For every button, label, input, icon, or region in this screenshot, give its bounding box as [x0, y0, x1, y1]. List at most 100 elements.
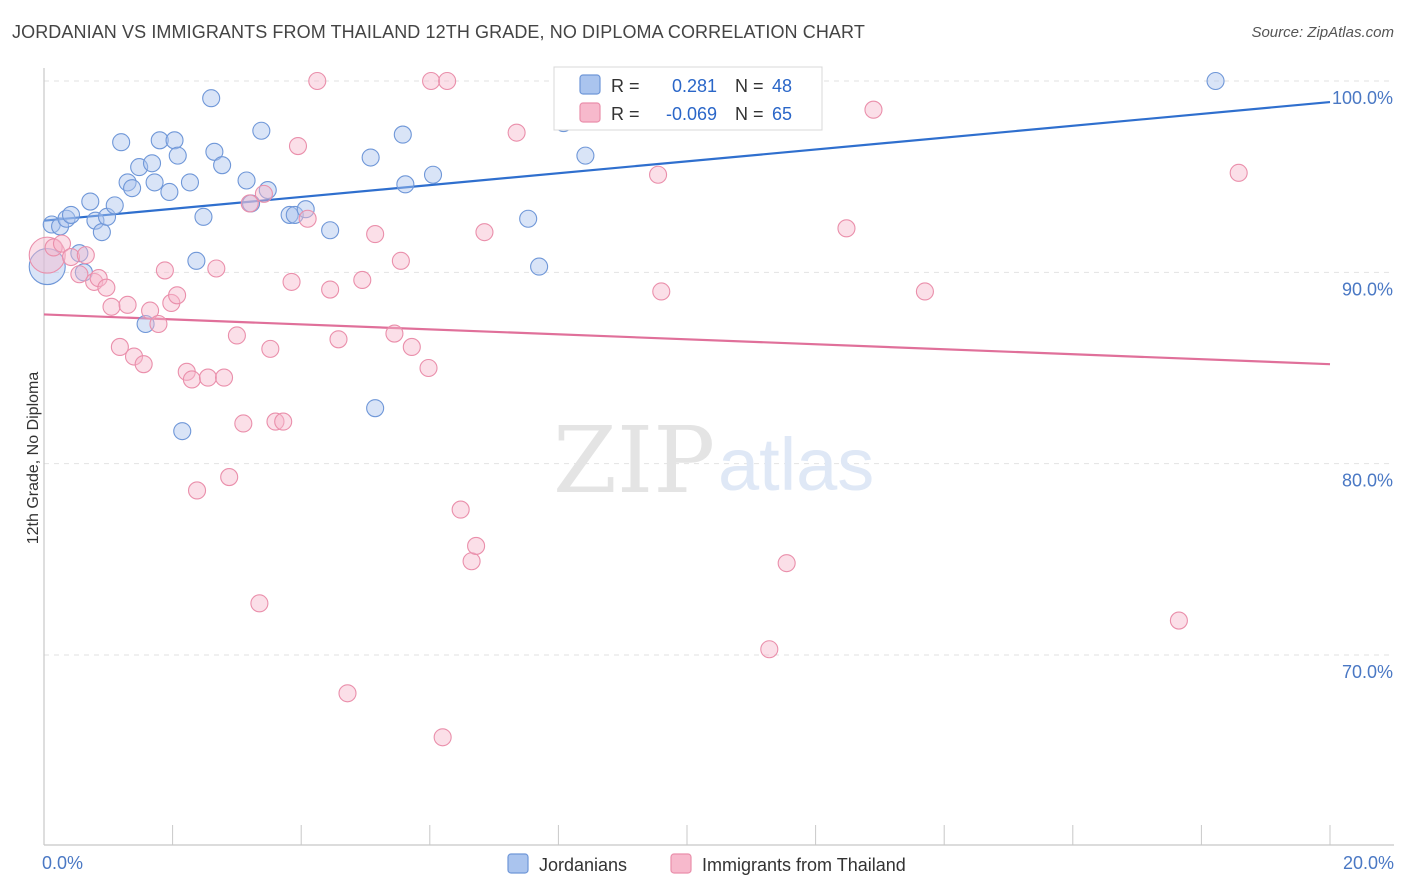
- watermark-atlas: atlas: [718, 423, 874, 506]
- jordanian-point: [202, 89, 221, 108]
- jordanian-point: [173, 422, 192, 441]
- thailand-point: [240, 194, 259, 213]
- jordanian-point: [396, 175, 415, 194]
- thailand-point: [220, 468, 239, 487]
- legend-r-label-2: R =: [611, 104, 640, 124]
- thailand-point: [353, 270, 372, 290]
- thailand-point: [915, 282, 934, 301]
- thailand-point: [321, 280, 340, 299]
- jordanian-point: [105, 196, 124, 215]
- x-tick-label-max: 20.0%: [1343, 853, 1394, 873]
- grid-lines: [44, 80, 1392, 656]
- x-tick-label-min: 0.0%: [42, 853, 83, 873]
- chart-title: JORDANIAN VS IMMIGRANTS FROM THAILAND 12…: [12, 22, 865, 42]
- thailand-point: [227, 326, 246, 345]
- jordanian-point: [160, 182, 179, 202]
- jordanian-point: [61, 205, 81, 224]
- legend-swatch-thailand: [579, 102, 601, 123]
- jordanian-point: [361, 148, 380, 167]
- thailand-point: [89, 269, 108, 288]
- series-legend-swatch-thailand: [670, 853, 692, 874]
- thailand-point: [182, 370, 201, 389]
- thailand-point: [141, 301, 160, 320]
- thailand-point: [214, 368, 234, 387]
- legend-n-label-2: N =: [735, 104, 764, 124]
- thailand-point: [134, 355, 153, 374]
- thailand-point: [402, 337, 421, 357]
- jordanian-point: [252, 121, 271, 140]
- thailand-point: [274, 412, 293, 431]
- thailand-point: [298, 209, 317, 228]
- thailand-point: [198, 368, 218, 387]
- thailand-point: [187, 481, 207, 500]
- thailand-point: [438, 71, 457, 91]
- legend-r-label-1: R =: [611, 76, 640, 96]
- thailand-point: [760, 640, 779, 659]
- thailand-point: [207, 259, 226, 278]
- series-legend-label-thailand: Immigrants from Thailand: [702, 855, 906, 875]
- jordanian-point: [86, 211, 105, 230]
- thailand-point: [366, 225, 385, 244]
- thailand-point: [837, 219, 856, 238]
- jordanian-point: [180, 173, 200, 192]
- thailand-point: [266, 412, 285, 431]
- thailand-point: [254, 184, 273, 203]
- thailand-point: [467, 536, 486, 555]
- thailand-point: [70, 265, 89, 284]
- thailand-point: [155, 261, 174, 280]
- jordanian-point: [168, 146, 187, 165]
- thailand-point: [97, 278, 116, 297]
- y-tick-label-100: 100.0%: [1332, 88, 1393, 108]
- series-legend-label-jordanians: Jordanians: [539, 855, 627, 875]
- jordanian-point: [321, 221, 340, 240]
- jordanian-point: [576, 146, 595, 165]
- legend-n-label-1: N =: [735, 76, 764, 96]
- legend-r-value-2: -0.069: [666, 104, 717, 124]
- thailand-point: [419, 358, 438, 378]
- jordanian-point: [142, 154, 162, 173]
- thailand-point: [282, 272, 301, 291]
- jordanian-point: [150, 131, 169, 150]
- thailand-point: [124, 347, 144, 366]
- thailand-point: [1229, 163, 1248, 182]
- thailand-point: [250, 594, 269, 613]
- legend-r-value-1: 0.281: [672, 76, 717, 96]
- thailand-point: [308, 71, 327, 91]
- jordanian-point: [136, 314, 155, 334]
- jordanian-point: [366, 399, 385, 418]
- jordanian-point: [205, 142, 224, 161]
- jordanian-point: [213, 156, 232, 175]
- series-legend: Jordanians Immigrants from Thailand: [507, 853, 906, 875]
- thailand-point: [28, 236, 66, 274]
- thailand-point: [652, 282, 671, 301]
- thailand-point: [76, 246, 95, 265]
- correlation-legend: R = 0.281 N = 48 R = -0.069 N = 65: [553, 66, 823, 131]
- thailand-point: [433, 728, 452, 747]
- thailand-point: [149, 314, 168, 334]
- legend-n-value-1: 48: [772, 76, 792, 96]
- jordanian-point: [1206, 71, 1225, 91]
- jordanian-point: [530, 257, 549, 276]
- thailand-point: [777, 554, 796, 573]
- thailand-point: [329, 330, 348, 349]
- watermark: ZIP atlas: [553, 407, 874, 514]
- jordanian-point: [123, 179, 142, 198]
- axes: [43, 68, 1394, 846]
- thailand-point: [507, 123, 526, 142]
- legend-n-value-2: 65: [772, 104, 792, 124]
- y-axis-title: 12th Grade, No Diploma: [25, 372, 42, 545]
- jordanian-point: [112, 133, 131, 152]
- thailand-point: [462, 552, 481, 571]
- thailand-point: [338, 684, 357, 703]
- thailand-point: [422, 71, 441, 91]
- y-tick-label-70: 70.0%: [1342, 662, 1393, 682]
- thailand-point: [864, 100, 883, 119]
- y-tick-label-80: 80.0%: [1342, 471, 1393, 491]
- jordanian-point: [423, 165, 443, 184]
- thailand-point: [44, 238, 63, 257]
- thailand-point: [475, 223, 494, 242]
- jordanian-point: [28, 248, 66, 286]
- jordanian-point: [81, 192, 100, 211]
- jordanian-point: [393, 125, 412, 144]
